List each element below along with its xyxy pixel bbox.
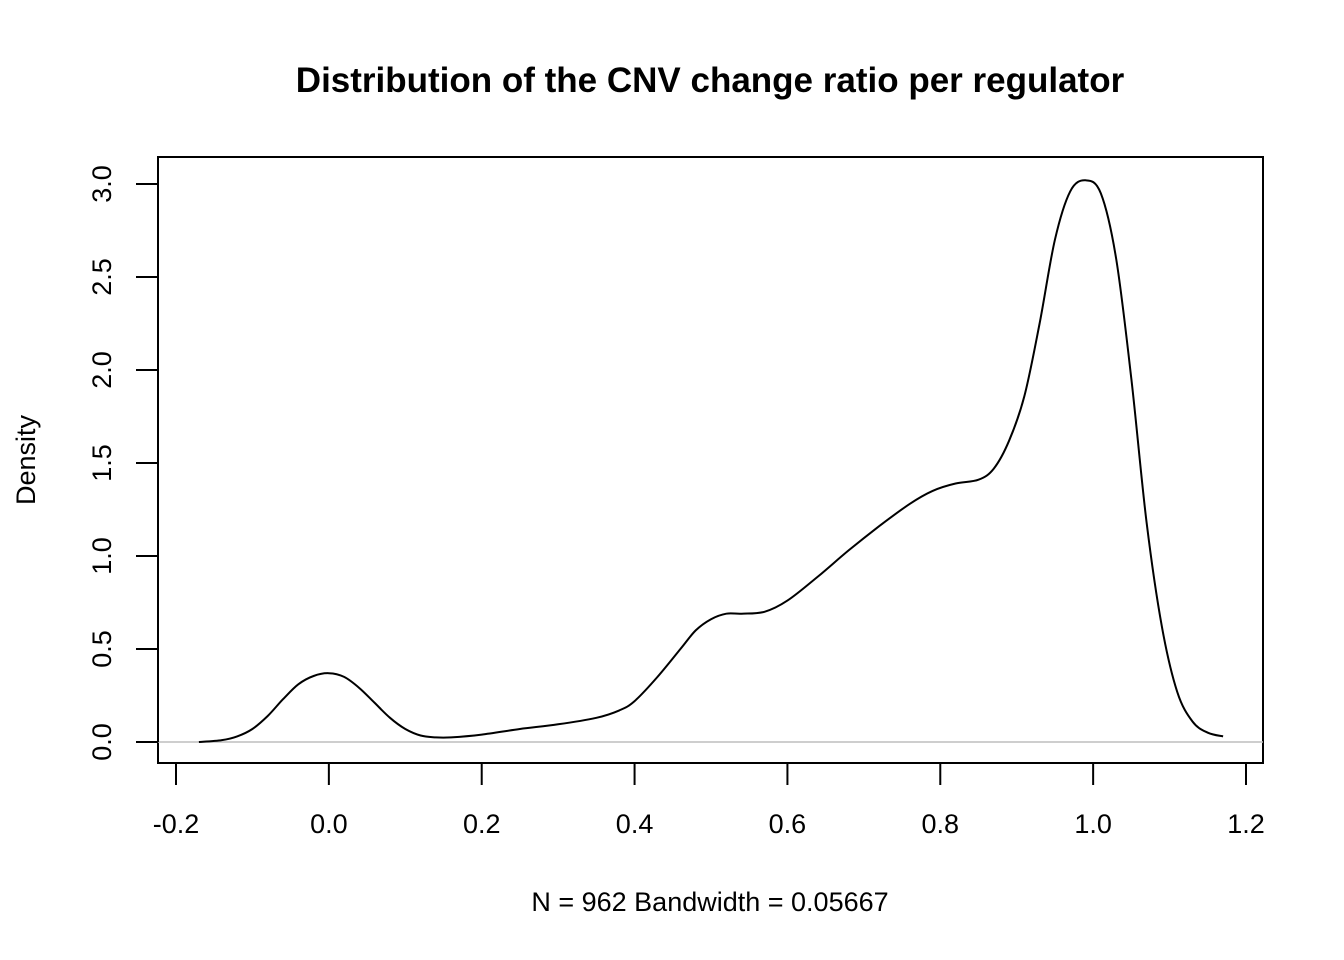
plot-frame bbox=[157, 156, 1264, 764]
x-axis: -0.2 0.0 0.2 0.4 0.6 0.8 1.0 1.2 bbox=[153, 762, 1265, 839]
x-tick-label: 1.0 bbox=[1074, 809, 1112, 839]
x-tick-label: 0.2 bbox=[463, 809, 501, 839]
y-tick-label: 1.5 bbox=[87, 444, 117, 482]
y-tick-label: 1.0 bbox=[87, 537, 117, 575]
y-tick-label: 2.0 bbox=[87, 351, 117, 389]
x-tick-label: 0.6 bbox=[769, 809, 807, 839]
x-tick-label: 0.8 bbox=[922, 809, 960, 839]
x-tick-label: -0.2 bbox=[153, 809, 200, 839]
y-tick-label: 2.5 bbox=[87, 258, 117, 296]
y-tick-label: 3.0 bbox=[87, 165, 117, 203]
x-tick-label: 1.2 bbox=[1227, 809, 1265, 839]
x-axis-label: N = 962 Bandwidth = 0.05667 bbox=[531, 887, 888, 917]
y-tick-label: 0.5 bbox=[87, 630, 117, 668]
x-tick-label: 0.0 bbox=[310, 809, 348, 839]
y-axis-label: Density bbox=[11, 414, 41, 505]
density-line bbox=[198, 179, 1224, 743]
y-tick-label: 0.0 bbox=[87, 723, 117, 761]
chart-title: Distribution of the CNV change ratio per… bbox=[296, 61, 1125, 100]
y-axis: 0.0 0.5 1.0 1.5 2.0 2.5 3.0 bbox=[87, 165, 159, 761]
x-tick-label: 0.4 bbox=[616, 809, 654, 839]
